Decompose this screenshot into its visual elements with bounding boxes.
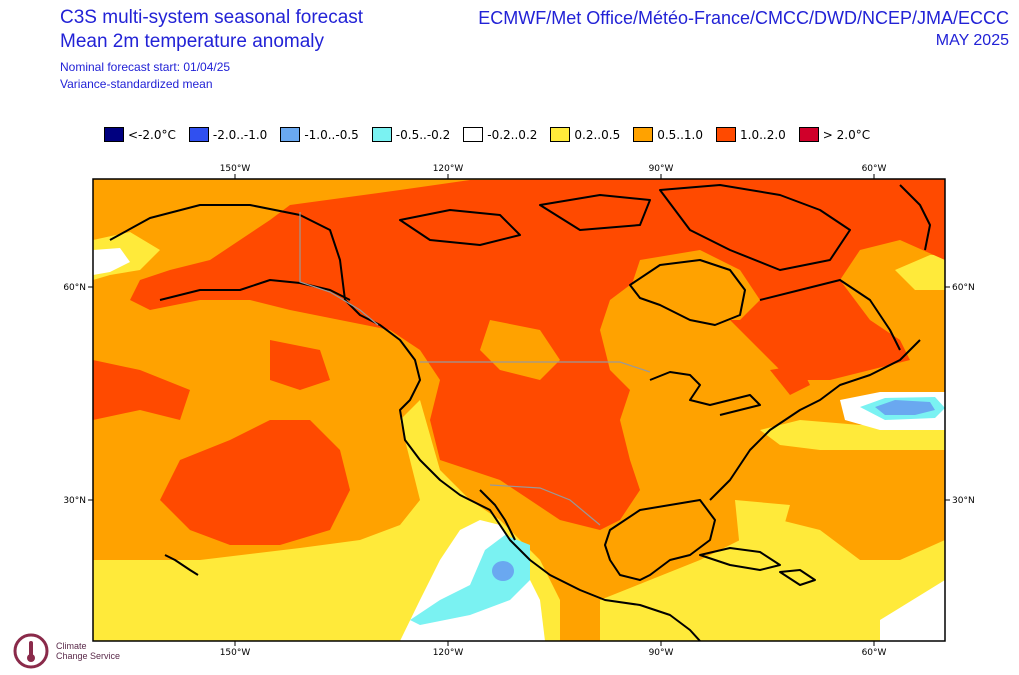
lon-ticks-top [234, 174, 875, 179]
method-text: Variance-standardized mean [60, 77, 213, 91]
nominal-start: Nominal forecast start: 01/04/25 [60, 60, 231, 74]
legend-swatch-5 [550, 127, 571, 142]
logo-line-1: Climate [56, 641, 87, 651]
legend-item-3: -0.5..-0.2 [371, 127, 451, 142]
legend-item-7: 1.0..2.0 [716, 127, 786, 142]
coastlines [109, 184, 931, 641]
legend-item-0: <-2.0°C [104, 127, 176, 142]
lat-label-left-1: 30°N [63, 496, 86, 506]
field-orange-hudson [630, 250, 760, 320]
lon-label-bottom-0: 150°W [220, 648, 251, 658]
legend-label-1: -2.0..-1.0 [212, 127, 268, 142]
field-red-greenland-tip [900, 179, 945, 230]
legend-item-6: 0.5..1.0 [633, 127, 703, 142]
coast-baja [479, 489, 516, 541]
coast-alaska-south [159, 279, 351, 301]
lat-label-right-0: 60°N [952, 283, 975, 293]
legend-swatch-4 [463, 127, 484, 142]
period-text: MAY 2025 [935, 32, 1009, 49]
lon-ticks-bottom [234, 641, 875, 646]
border-us-mexico [489, 484, 601, 526]
lat-ticks [88, 286, 950, 501]
logo-text: Climate Change Service [56, 641, 120, 661]
thermometer-logo-icon [13, 633, 49, 669]
lat-label-left-0: 60°N [63, 283, 86, 293]
coast-alaska-pacific [109, 204, 701, 641]
political-borders [299, 212, 651, 526]
coast-gulf-mexico [604, 499, 716, 581]
lon-label-top-0: 150°W [220, 164, 251, 174]
title-line-1: C3S multi-system seasonal forecast [60, 7, 364, 28]
field-lightblue-atlantic [875, 400, 935, 415]
lon-label-bottom-2: 90°W [649, 648, 674, 658]
coast-labrador [759, 279, 901, 351]
legend-item-8: > 2.0°C [798, 127, 871, 142]
field-white-east [880, 580, 945, 641]
anomaly-field [93, 179, 945, 641]
legend-label-0: <-2.0°C [128, 127, 176, 142]
centres-block: ECMWF/Met Office/Météo-France/CMCC/DWD/N… [478, 6, 1009, 52]
legend-label-7: 1.0..2.0 [740, 127, 786, 142]
field-red-pacific-ne [270, 340, 330, 390]
coast-great-lakes [649, 371, 761, 416]
map-frame [92, 178, 946, 642]
lon-label-bottom-3: 60°W [862, 648, 887, 658]
legend-label-6: 0.5..1.0 [657, 127, 703, 142]
legend-swatch-2 [280, 127, 301, 142]
border-us-canada [420, 361, 651, 373]
coast-east-us [709, 339, 921, 501]
lon-label-top-1: 120°W [433, 164, 464, 174]
coast-hispaniola [779, 569, 816, 586]
legend-item-2: -1.0..-0.5 [280, 127, 359, 142]
field-orange-prairie [480, 320, 560, 380]
legend-label-4: -0.2..0.2 [487, 127, 538, 142]
legend-label-3: -0.5..-0.2 [395, 127, 451, 142]
title-block: C3S multi-system seasonal forecast Mean … [60, 6, 363, 92]
field-white-west [93, 248, 130, 275]
field-cyan-pacific [410, 535, 530, 625]
coast-cuba [699, 547, 781, 571]
coast-islands-3 [659, 184, 851, 271]
title-line-2: Mean 2m temperature anomaly [60, 31, 325, 52]
field-lightblue-pacific [492, 561, 514, 581]
legend-item-1: -2.0..-1.0 [188, 127, 268, 142]
lon-label-bottom-1: 120°W [433, 648, 464, 658]
c3s-logo: Climate Change Service [12, 632, 120, 670]
coast-islands-2 [539, 194, 651, 231]
field-red-maritimes [770, 365, 810, 395]
field-yellow-greenland [895, 255, 945, 290]
field-yellow-east-coast [735, 500, 790, 550]
lon-label-top-2: 90°W [649, 164, 674, 174]
coast-hawaii [164, 554, 199, 576]
legend-item-4: -0.2..0.2 [463, 127, 537, 142]
legend-swatch-1 [188, 127, 209, 142]
legend-item-5: 0.2..0.5 [550, 127, 620, 142]
lat-label-right-1: 30°N [952, 496, 975, 506]
logo-line-2: Change Service [56, 651, 121, 661]
legend-label-8: > 2.0°C [822, 127, 871, 142]
legend-swatch-6 [633, 127, 654, 142]
centres-text: ECMWF/Met Office/Météo-France/CMCC/DWD/N… [478, 8, 1009, 28]
lon-label-top-3: 60°W [862, 164, 887, 174]
legend-label-5: 0.2..0.5 [574, 127, 621, 142]
legend-label-2: -1.0..-0.5 [304, 127, 359, 142]
coast-islands-1 [399, 209, 521, 246]
legend-swatch-7 [716, 127, 736, 142]
coast-greenland [899, 184, 931, 251]
legend-swatch-8 [798, 127, 819, 142]
border-alaska-canada [299, 212, 379, 326]
legend: <-2.0°C -2.0..-1.0 -1.0..-0.5 -0.5..-0.2… [104, 127, 870, 142]
legend-swatch-0 [104, 127, 124, 142]
field-red-subtropical [160, 420, 350, 545]
coast-hudson-bay [629, 259, 746, 326]
field-red-pacific-blob [93, 360, 190, 420]
legend-swatch-3 [371, 127, 392, 142]
field-yellow-caribbean [600, 520, 945, 641]
